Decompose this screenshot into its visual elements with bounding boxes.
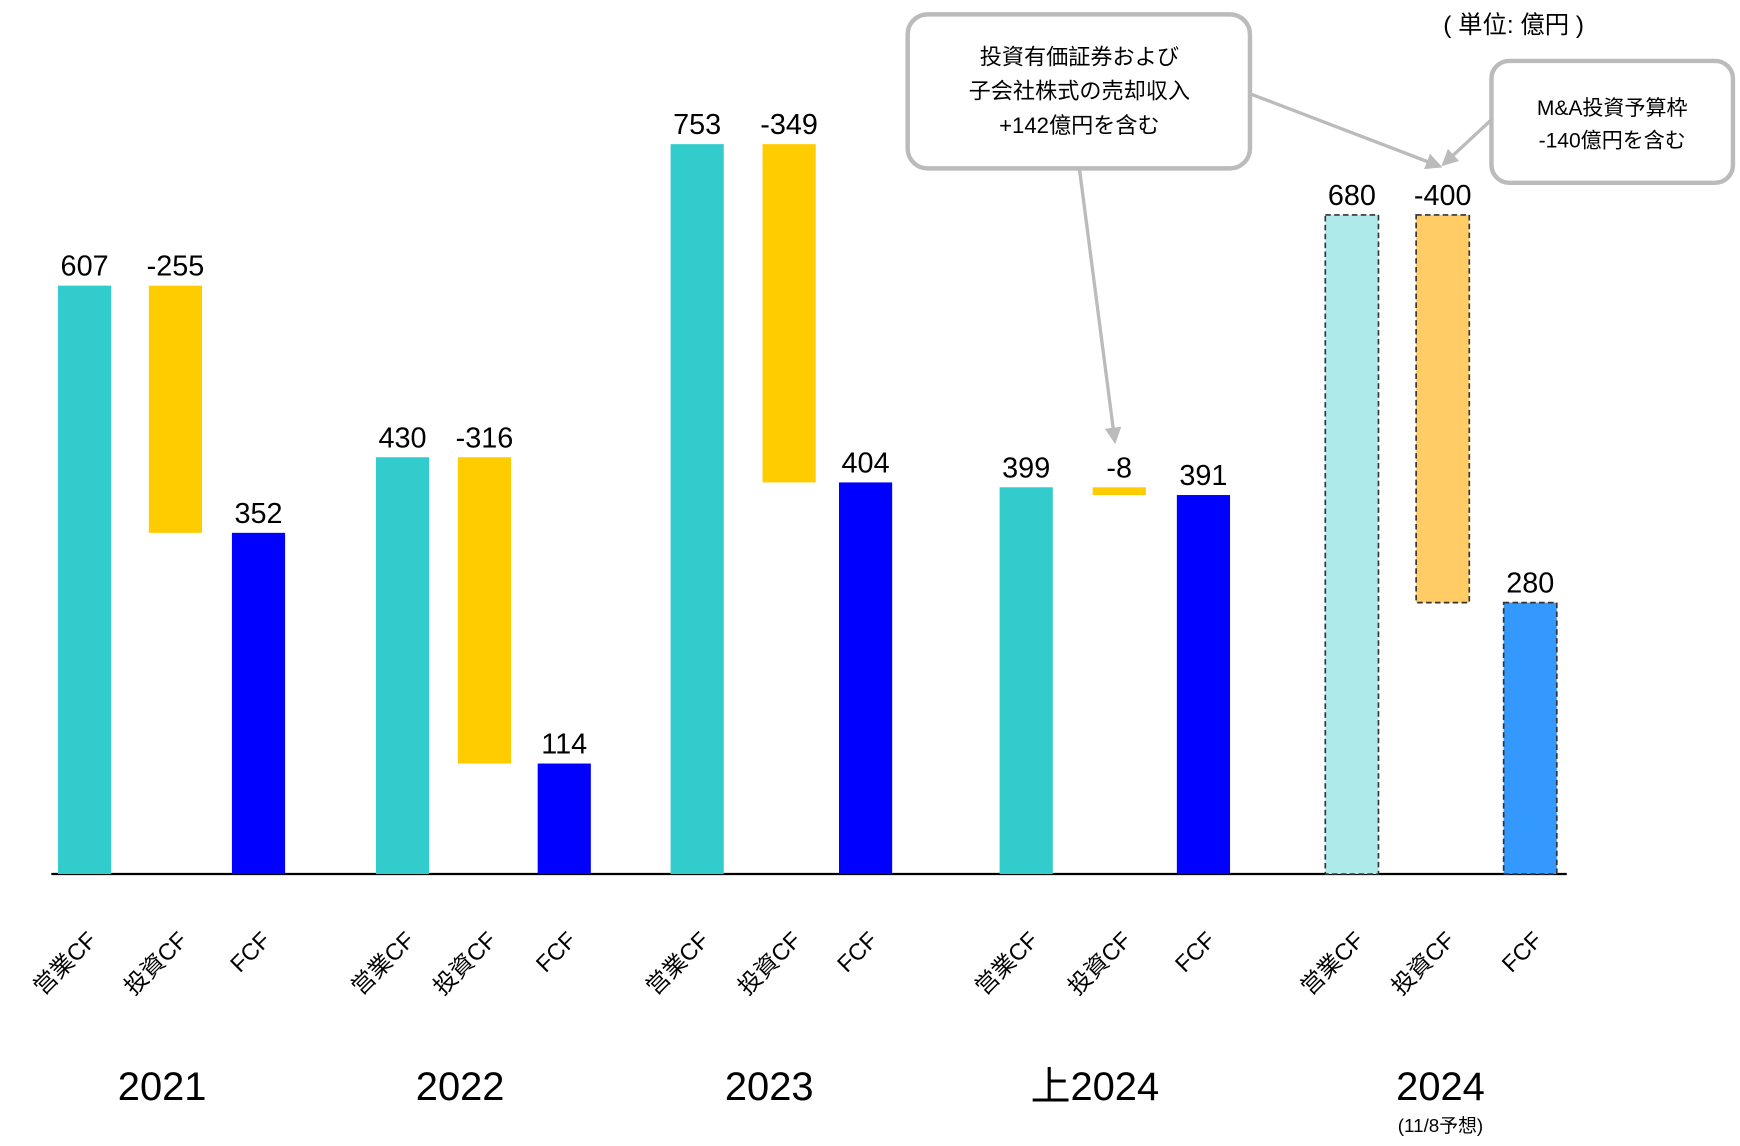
value-label: 404: [842, 447, 890, 479]
x-tick-label: 営業CF: [1296, 927, 1369, 1000]
unit-label: ( 単位: 億円 ): [1443, 12, 1584, 39]
annotation: -140億円を含む: [1539, 128, 1686, 152]
annotation: +142億円を含む: [999, 113, 1160, 138]
x-tick-label: 営業CF: [28, 927, 101, 1000]
callout-arrow: [1250, 92, 1443, 170]
group-sublabel: (11/8予想): [1398, 1115, 1483, 1136]
value-label: 430: [378, 422, 426, 454]
value-label: 753: [673, 109, 721, 141]
x-tick-label: 投資CF: [733, 927, 806, 1000]
x-tick-label: FCF: [225, 927, 275, 977]
x-tick-label: 営業CF: [970, 927, 1043, 1000]
x-tick-label: FCF: [1170, 927, 1220, 977]
bar: [999, 487, 1053, 875]
x-tick-label: FCF: [531, 927, 581, 977]
bar: [375, 457, 430, 875]
value-label: 680: [1328, 180, 1376, 212]
x-tick-label: FCF: [1497, 927, 1547, 977]
x-tick-label: 投資CF: [428, 927, 501, 1000]
bar: [1502, 601, 1558, 875]
x-tick-label: 営業CF: [346, 927, 419, 1000]
value-label: -349: [760, 109, 818, 141]
callout-arrow: [1441, 118, 1493, 167]
bar: [1324, 214, 1380, 875]
group-label: 2022: [416, 1065, 505, 1109]
value-label: -316: [456, 422, 514, 454]
bar: [1092, 487, 1146, 496]
bar: [457, 457, 512, 764]
bar: [838, 482, 893, 875]
value-label: -255: [147, 251, 205, 283]
value-label: 352: [234, 498, 282, 530]
callout: [905, 12, 1736, 445]
group-label: 2024: [1396, 1065, 1485, 1109]
annotation: 投資有価証券および: [980, 44, 1179, 69]
bar: [58, 285, 112, 875]
group-label: 2023: [725, 1065, 814, 1109]
value-label: 391: [1179, 460, 1227, 492]
x-tick-label: 投資CF: [1386, 927, 1459, 1000]
x-tick-label: 投資CF: [1063, 927, 1136, 1000]
value-label: -8: [1106, 452, 1132, 484]
value-label: 114: [541, 729, 587, 761]
callout-arrow: [1077, 168, 1122, 445]
group-label: 2021: [118, 1065, 207, 1109]
annotation: M&A投資予算枠: [1537, 96, 1688, 120]
x-tick-label: FCF: [832, 927, 882, 977]
callout-box: [905, 12, 1253, 171]
callout-box: [1489, 58, 1736, 185]
bar: [762, 144, 816, 483]
bar: [148, 285, 203, 533]
value-label: -400: [1414, 180, 1472, 212]
bar: [1176, 495, 1231, 875]
bar: [670, 144, 724, 875]
x-tick-label: 営業CF: [641, 927, 714, 1000]
bar: [1415, 214, 1471, 604]
group-label: 上2024: [1031, 1065, 1160, 1109]
x-tick-label: 投資CF: [119, 927, 192, 1000]
bar: [537, 763, 591, 875]
value-label: 399: [1002, 452, 1050, 484]
bar: [231, 532, 286, 875]
value-label: 607: [61, 251, 109, 283]
value-label: 280: [1506, 568, 1554, 600]
annotation: 子会社株式の売却収入: [969, 79, 1190, 104]
